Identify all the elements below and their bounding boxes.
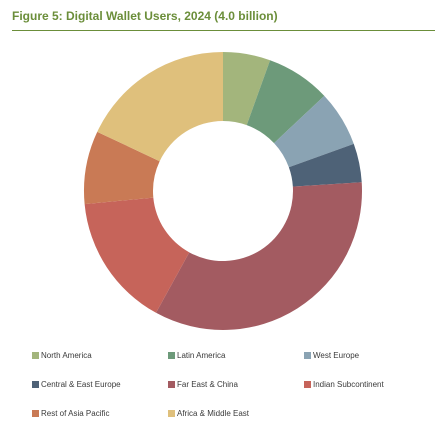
slice-north-america: [223, 52, 271, 126]
title-divider: [12, 30, 435, 31]
slice-central-and-east-europe: [288, 143, 362, 187]
slice-rest-of-asia-pacific: [84, 131, 160, 205]
slice-far-east-and-china: [156, 182, 362, 330]
slice-west-europe: [274, 95, 354, 168]
slice-latin-america: [246, 60, 325, 144]
slice-indian-subcontinent: [84, 197, 190, 313]
slice-africa-and-middle-east: [97, 52, 223, 162]
chart-title: Figure 5: Digital Wallet Users, 2024 (4.…: [12, 9, 278, 23]
